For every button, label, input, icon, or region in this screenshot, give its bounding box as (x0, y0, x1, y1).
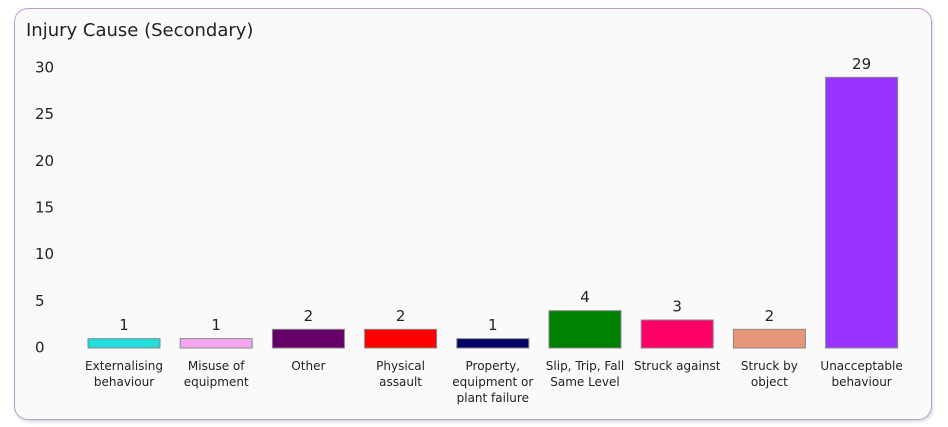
x-tick-label: Externalising behaviour (85, 359, 163, 389)
y-tick-label: 25 (35, 105, 54, 123)
x-tick-label: Property, equipment or plant failure (452, 359, 534, 405)
bar (87, 338, 161, 349)
chart-card (14, 8, 932, 420)
value-label: 3 (672, 298, 682, 316)
value-label: 4 (580, 288, 590, 306)
bar (825, 76, 899, 349)
bar (179, 338, 253, 349)
x-tick-label: Physical assault (376, 359, 425, 389)
y-tick-label: 0 (35, 339, 45, 357)
bar (456, 338, 530, 349)
value-label: 2 (765, 307, 775, 325)
value-label: 1 (211, 316, 221, 334)
x-tick-label: Struck against (633, 359, 721, 373)
x-tick-label: Slip, Trip, Fall Same Level (545, 359, 625, 389)
value-label: 2 (396, 307, 406, 325)
x-tick-label: Other (291, 359, 326, 373)
value-label: 1 (488, 316, 498, 334)
y-tick-label: 15 (35, 199, 54, 217)
y-tick-label: 5 (35, 292, 45, 310)
y-tick-label: 10 (35, 245, 54, 263)
bar (732, 328, 806, 349)
y-tick-label: 30 (35, 59, 54, 77)
bar (640, 319, 714, 349)
bar (271, 328, 345, 349)
value-label: 1 (119, 316, 129, 334)
x-tick-label: Misuse of equipment (183, 359, 249, 389)
value-label: 2 (304, 307, 314, 325)
x-tick-label: Unacceptable behaviour (820, 359, 903, 389)
value-label: 29 (852, 55, 871, 73)
y-tick-label: 20 (35, 152, 54, 170)
chart-title: Injury Cause (Secondary) (26, 20, 253, 41)
bar (548, 310, 622, 349)
bar (364, 328, 438, 349)
x-tick-label: Struck by object (740, 359, 798, 389)
